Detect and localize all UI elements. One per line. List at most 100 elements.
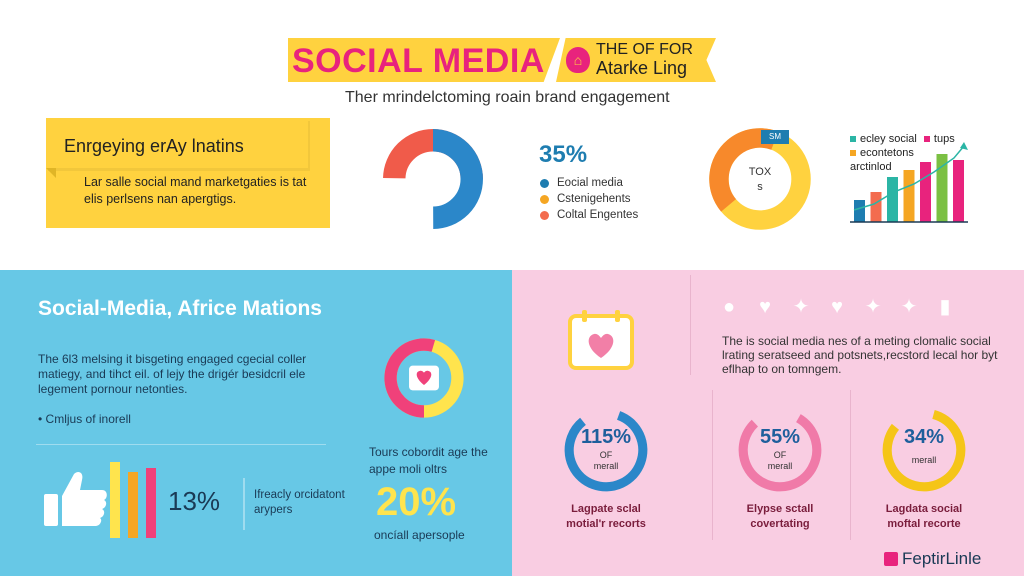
ring-center-text: TOX s <box>736 165 784 195</box>
stat-ring-2-sub: OF merall <box>734 450 826 472</box>
legend-label: Eocial media <box>557 177 623 189</box>
donut-segment-blue <box>383 129 483 229</box>
bar-legend-line1: ecley social tups <box>850 132 955 146</box>
ring-segment-orange <box>709 128 811 230</box>
brand-icon <box>884 552 898 566</box>
trend-line <box>853 145 965 211</box>
ring-chart <box>709 128 811 230</box>
chart-icon: ▮ <box>939 296 951 318</box>
info-card-heading: Enrgeying erAy lnatins <box>46 118 308 168</box>
divider <box>712 390 713 540</box>
heart-icon: ♥ <box>759 296 771 318</box>
trend-arrow-icon <box>960 142 968 150</box>
heart-icon: ♥ <box>831 296 843 318</box>
legend-item: Eocial media <box>540 175 638 191</box>
stat-label-line: moftal recorte <box>887 518 961 530</box>
blue-side-text: Tours cobordit age the appe moli oltrs <box>369 445 488 476</box>
percent-13: 13% <box>168 486 221 516</box>
stat-ring-sub-line: merall <box>593 461 619 471</box>
stat-ring-2-percent: 55% <box>759 426 801 448</box>
brand-logo: FeptirLinle <box>884 549 981 569</box>
bar <box>903 170 915 222</box>
ribbon-text-line1: THE OF FOR <box>596 41 693 58</box>
brand-name: FeptirLinle <box>902 549 982 568</box>
legend-dot <box>540 194 549 204</box>
legend-item: Cstenigehents <box>540 191 638 207</box>
stat-label-line: covertating <box>750 518 810 530</box>
heart-icon <box>416 370 432 386</box>
bar-chart <box>850 142 968 223</box>
donut-percent: 35% <box>539 141 588 168</box>
bar-orange <box>128 472 138 538</box>
bird-icon: ✦ <box>864 296 882 318</box>
divider <box>690 275 691 375</box>
bar <box>936 154 948 222</box>
legend-dot <box>540 210 549 220</box>
divider <box>243 478 245 530</box>
percent-20: 20% <box>376 480 457 524</box>
bird-icon: ✦ <box>900 296 918 318</box>
legend-item: Coltal Engentes <box>540 207 638 223</box>
stat-ring-1-label: Lagpate sclal motial'r recorts <box>546 502 666 532</box>
stat-ring-3-percent: 34% <box>903 426 945 448</box>
blue-section-title: Social-Media, Africe Mations <box>38 297 322 320</box>
pink-section-text: The is social media nes of a meting clom… <box>722 334 998 376</box>
stat-ring-1 <box>564 408 648 492</box>
bar <box>854 200 865 222</box>
stat-ring-3-label: Lagdata social moftal recorte <box>864 502 984 532</box>
bar-pink <box>146 468 156 538</box>
bar-legend-label: tups <box>933 133 955 145</box>
blue-section-text: The 6l3 melsing it bisgeting engaged cge… <box>38 352 307 396</box>
bar-legend-line2: econtetons <box>850 146 955 160</box>
legend-dot <box>923 136 930 143</box>
stat-ring-2-label: Elypse sctall covertating <box>720 502 840 532</box>
blue-bar-group <box>110 462 156 538</box>
legend-label: Cstenigehents <box>557 193 631 205</box>
bar-legend-line3: arctinlod <box>850 160 955 174</box>
heading-flap <box>46 168 56 178</box>
stat-label-line: Lagdata social <box>885 503 963 515</box>
stat-ring-sub-line: merall <box>911 455 937 465</box>
bar-legend-label: ecley social <box>860 133 917 145</box>
bar-legend-label: econtetons <box>860 147 914 159</box>
page-subtitle: Ther mrindelctoming roain brand engageme… <box>345 89 670 106</box>
divider <box>36 444 326 445</box>
stat-ring-sub-line: OF <box>599 450 613 460</box>
header: SOCIAL MEDIA ⌂ THE OF FOR Atarke Ling Th… <box>0 0 1024 120</box>
donut-legend: Eocial media Cstenigehents Coltal Engent… <box>540 175 638 223</box>
bar <box>920 162 931 222</box>
donut-segment-pink <box>384 338 464 418</box>
ring-center-line2: s <box>757 181 763 193</box>
legend-dot <box>850 136 856 143</box>
bar <box>887 177 898 222</box>
blue-mid-text: Ifreacly orcidatont arypers <box>254 489 345 516</box>
legend-label: Coltal Engentes <box>557 209 639 221</box>
stat-ring-1-sub: OF merall <box>560 450 652 472</box>
stat-ring-2 <box>738 408 822 492</box>
bar-legend: ecley social tups econtetons arctinlod <box>850 132 955 174</box>
blue-donut-chart <box>384 338 464 418</box>
lock-icon: ⌂ <box>566 47 590 73</box>
social-icons-row: ● ♥ ✦ ♥ ✦ ✦ ▮ <box>718 296 956 318</box>
stat-label-line: motial'r recorts <box>566 518 646 530</box>
calendar-heart-icon <box>568 310 634 370</box>
stat-ring-3 <box>882 408 966 492</box>
bar-legend-label: arctinlod <box>850 161 892 173</box>
stat-ring-sub-line: merall <box>767 461 793 471</box>
stat-label-line: Lagpate sclal <box>571 503 641 515</box>
bar-yellow <box>110 462 120 538</box>
bar <box>870 192 882 222</box>
donut-chart <box>383 129 483 229</box>
bird-icon: ✦ <box>792 296 810 318</box>
person-icon: ● <box>722 296 736 318</box>
ring-center-line1: TOX <box>748 166 772 178</box>
stat-label-line: Elypse sctall <box>746 503 814 515</box>
stat-ring-sub-line: OF <box>773 450 787 460</box>
page-title: SOCIAL MEDIA <box>292 42 545 80</box>
divider <box>850 390 851 540</box>
legend-dot <box>850 150 856 157</box>
info-card-text: Lar salle social mand marketgaties is ta… <box>84 175 307 206</box>
stat-ring-1-percent: 115% <box>580 426 632 448</box>
ring-tag: SM <box>761 130 789 144</box>
stat-ring-3-sub: merall <box>878 455 970 466</box>
